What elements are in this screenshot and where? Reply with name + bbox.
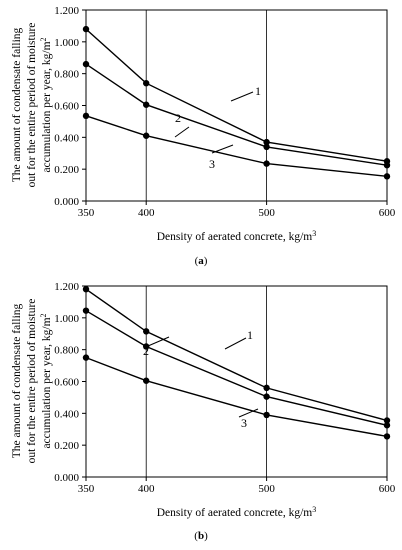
x-tick-label: 500 xyxy=(258,207,275,219)
series-2-point xyxy=(263,393,270,400)
series-3-point xyxy=(82,112,90,120)
series-label-leader-2 xyxy=(174,126,190,138)
series-1-point xyxy=(263,384,270,392)
x-axis-label: Density of aerated concrete, kg/m3 xyxy=(157,505,317,519)
y-tick-label: 1.200 xyxy=(54,5,79,17)
series-3-point xyxy=(383,433,391,440)
series-2-point xyxy=(383,422,391,429)
y-tick-label: 0.400 xyxy=(54,132,79,144)
series-label-leader-1 xyxy=(230,91,254,102)
series-3-point xyxy=(263,411,270,419)
x-axis-label-sup: 3 xyxy=(312,505,316,514)
series-3-point xyxy=(383,173,391,180)
series-1-point xyxy=(82,285,90,293)
x-tick-label: 500 xyxy=(258,483,275,495)
caption-a-letter: a xyxy=(198,255,204,267)
y-tick-label: 0.000 xyxy=(54,472,79,484)
chart-b: 350 400 500 600 0.000 0.200 0.400 0.600 0.800 1.0… xyxy=(11,281,396,519)
series-3-point xyxy=(143,132,150,139)
caption-a: (a) xyxy=(194,255,208,267)
series-label-2: 2 xyxy=(143,344,149,358)
series-label-leader-3 xyxy=(238,408,259,418)
series-label-leader-2 xyxy=(147,336,170,347)
plot-frame xyxy=(85,285,388,478)
x-tick-label: 350 xyxy=(78,483,95,495)
series-3-point xyxy=(263,160,270,167)
y-axis-label-line-1: The amount of condensate falling xyxy=(11,303,23,458)
series-label-leader-3 xyxy=(211,144,234,154)
caption-b-letter: b xyxy=(197,530,205,542)
series-line-1 xyxy=(85,288,388,422)
series-2-point xyxy=(383,161,391,169)
x-axis-label-main: Density of aerated concrete, kg/m xyxy=(157,231,313,243)
y-axis-label-line-2: out for the entire period of moisture xyxy=(26,23,38,188)
y-tick-label: 0.200 xyxy=(54,440,79,452)
y-tick-label: 0.800 xyxy=(54,69,79,81)
y-axis-label-main: accumulation per year, kg/m xyxy=(41,317,53,448)
x-tick-label: 400 xyxy=(138,483,155,495)
series-2-point xyxy=(82,60,90,68)
series-1-point xyxy=(82,25,90,33)
series-1-point xyxy=(263,138,270,146)
series-label-1: 1 xyxy=(247,328,253,342)
x-tick-label: 600 xyxy=(379,207,396,219)
series-1-point xyxy=(143,328,150,335)
series-line-2 xyxy=(85,310,388,426)
y-tick-label: 0.400 xyxy=(54,408,79,420)
series-2-point xyxy=(143,343,150,350)
x-axis-label-main: Density of aerated concrete, kg/m xyxy=(157,507,313,519)
x-axis-label: Density of aerated concrete, kg/m3 xyxy=(157,229,317,243)
series-1-point xyxy=(383,417,391,424)
series-1-point xyxy=(143,80,150,87)
y-axis-label-line-3: accumulation per year, kg/m2 xyxy=(39,313,53,448)
series-label-leader-1 xyxy=(224,337,247,350)
y-axis-label-main: accumulation per year, kg/m xyxy=(41,41,53,172)
caption-b: (b) xyxy=(194,530,208,542)
y-tick-label: 0.200 xyxy=(54,164,79,176)
y-tick-label: 0.600 xyxy=(54,101,79,113)
y-axis-label-sup: 2 xyxy=(39,313,48,317)
y-tick-label: 0.600 xyxy=(54,377,79,389)
y-axis-label-line-3: accumulation per year, kg/m2 xyxy=(39,37,53,172)
series-line-1 xyxy=(85,28,388,162)
series-2-point xyxy=(263,143,270,151)
series-3-point xyxy=(82,354,90,361)
y-tick-label: 0.800 xyxy=(54,345,79,357)
series-label-1: 1 xyxy=(255,84,261,98)
series-3-point xyxy=(143,377,150,384)
chart-a: 350 400 500 600 0.000 0.200 0.400 0.600 0.800 1.0… xyxy=(11,5,396,243)
series-line-3 xyxy=(85,356,388,438)
series-2-point xyxy=(143,101,150,108)
series-line-2 xyxy=(85,63,388,166)
series-label-2: 2 xyxy=(175,111,181,125)
y-axis-label-line-1: The amount of condensate falling xyxy=(11,27,23,182)
series-2-point xyxy=(82,307,90,314)
x-axis-label-sup: 3 xyxy=(312,229,316,238)
y-tick-label: 1.000 xyxy=(54,313,79,325)
series-line-3 xyxy=(85,115,388,177)
y-axis-label-line-2: out for the entire period of moisture xyxy=(26,299,38,464)
y-tick-label: 0.000 xyxy=(54,196,79,208)
y-axis-label-sup: 2 xyxy=(39,37,48,41)
series-label-3: 3 xyxy=(209,157,215,171)
y-tick-label: 1.000 xyxy=(54,37,79,49)
x-tick-label: 600 xyxy=(379,483,396,495)
series-label-3: 3 xyxy=(241,416,247,430)
plot-frame xyxy=(85,9,388,202)
y-tick-label: 1.200 xyxy=(54,281,79,293)
x-tick-label: 400 xyxy=(138,207,155,219)
x-tick-label: 350 xyxy=(78,207,95,219)
